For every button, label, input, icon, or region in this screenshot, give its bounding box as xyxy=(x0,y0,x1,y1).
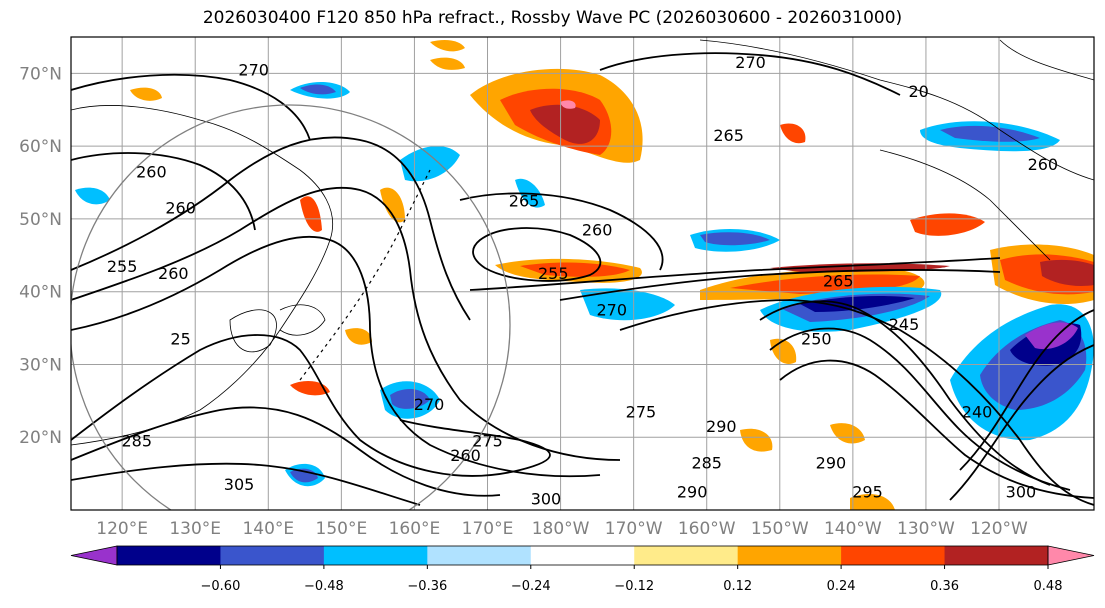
graticule xyxy=(71,37,1094,510)
colorbar-segment xyxy=(944,546,1049,565)
colorbar-segment xyxy=(737,546,842,565)
chart-title: 2026030400 F120 850 hPa refract., Rossby… xyxy=(202,8,903,28)
contour-label: 255 xyxy=(538,264,569,283)
longitude-label: 170°E xyxy=(462,519,514,539)
contour-label: 260 xyxy=(158,264,189,283)
contour-label: 245 xyxy=(889,315,920,334)
colorbar-label: 0.48 xyxy=(1034,579,1063,594)
colorbar-label: 0.24 xyxy=(827,579,856,594)
colorbar-label: 0.36 xyxy=(930,579,959,594)
latitude-label: 60°N xyxy=(19,137,62,157)
colorbar-label: −0.12 xyxy=(614,579,654,594)
longitude-label: 130°W xyxy=(897,519,955,539)
contour-label: 305 xyxy=(224,475,255,494)
contour-label: 260 xyxy=(136,162,167,181)
contour-label: 260 xyxy=(165,199,196,218)
latitude-label: 20°N xyxy=(19,428,62,448)
colorbar-label: 0.12 xyxy=(723,579,752,594)
contour-label: 25 xyxy=(170,330,190,349)
colorbar xyxy=(70,545,1095,566)
longitude-label: 150°E xyxy=(316,519,368,539)
contour-label: 290 xyxy=(816,453,847,472)
colorbar-segment xyxy=(634,546,739,565)
contour-label: 260 xyxy=(1028,155,1059,174)
latitude-label: 30°N xyxy=(19,355,62,375)
longitude-label: 120°W xyxy=(970,519,1028,539)
colorbar-labels: −0.60 −0.48 −0.36 −0.24 −0.12 0.12 0.24 0.36 0.4… xyxy=(201,565,1063,594)
colorbar-label: −0.24 xyxy=(511,579,551,594)
contour-label: 300 xyxy=(1006,482,1037,501)
longitude-labels: 120°E 130°E 140°E 150°E 160°E 170°E 180°W 170°W… xyxy=(96,519,1028,539)
contour-label: 290 xyxy=(706,417,737,436)
contour-label: 255 xyxy=(107,257,138,276)
longitude-label: 160°W xyxy=(678,519,736,539)
map-frame xyxy=(70,36,1095,511)
colorbar-segment xyxy=(323,546,428,565)
contour-label: 270 xyxy=(238,60,269,79)
colorbar-segment xyxy=(841,546,946,565)
longitude-label: 140°E xyxy=(242,519,294,539)
colorbar-outline xyxy=(116,545,1049,566)
longitude-label: 180°W xyxy=(532,519,590,539)
contour-label: 260 xyxy=(450,446,481,465)
contour-label: 290 xyxy=(677,482,708,501)
contour-label: 270 xyxy=(414,395,445,414)
longitude-label: 160°E xyxy=(389,519,441,539)
longitude-label: 150°W xyxy=(751,519,809,539)
colorbar-label: −0.60 xyxy=(201,579,241,594)
colorbar-segment xyxy=(117,546,221,565)
contour-label: 270 xyxy=(735,53,766,72)
contour-label: 295 xyxy=(852,482,883,501)
reference-circle xyxy=(71,104,511,510)
colorbar-segment xyxy=(530,546,635,565)
latitude-labels: 70°N 60°N 50°N 40°N 30°N 20°N xyxy=(19,64,62,448)
contour-label: 270 xyxy=(596,301,627,320)
contour-label: 20 xyxy=(908,82,928,101)
contour-label: 265 xyxy=(509,191,540,210)
contours xyxy=(71,52,1094,506)
longitude-label: 130°E xyxy=(169,519,221,539)
contour-label: 265 xyxy=(823,271,854,290)
contour-label: 250 xyxy=(801,330,832,349)
longitude-label: 120°E xyxy=(96,519,148,539)
contour-label: 285 xyxy=(691,453,722,472)
colorbar-label: −0.36 xyxy=(407,579,447,594)
contour-label: 260 xyxy=(582,220,613,239)
colorbar-extend-low xyxy=(70,545,118,566)
contour-label: 240 xyxy=(962,402,993,421)
contour-label: 300 xyxy=(531,490,562,509)
colorbar-label: −0.48 xyxy=(304,579,344,594)
latitude-label: 40°N xyxy=(19,283,62,303)
colorbar-extend-high xyxy=(1047,545,1095,566)
contour-label: 285 xyxy=(121,432,152,451)
contour-label: 275 xyxy=(472,432,503,451)
colorbar-segment xyxy=(220,546,325,565)
longitude-label: 140°W xyxy=(824,519,882,539)
colorbar-segment xyxy=(427,546,532,565)
contour-label: 275 xyxy=(626,402,657,421)
latitude-label: 70°N xyxy=(19,64,62,84)
latitude-label: 50°N xyxy=(19,210,62,230)
contour-label: 265 xyxy=(713,126,744,145)
longitude-label: 170°W xyxy=(605,519,663,539)
